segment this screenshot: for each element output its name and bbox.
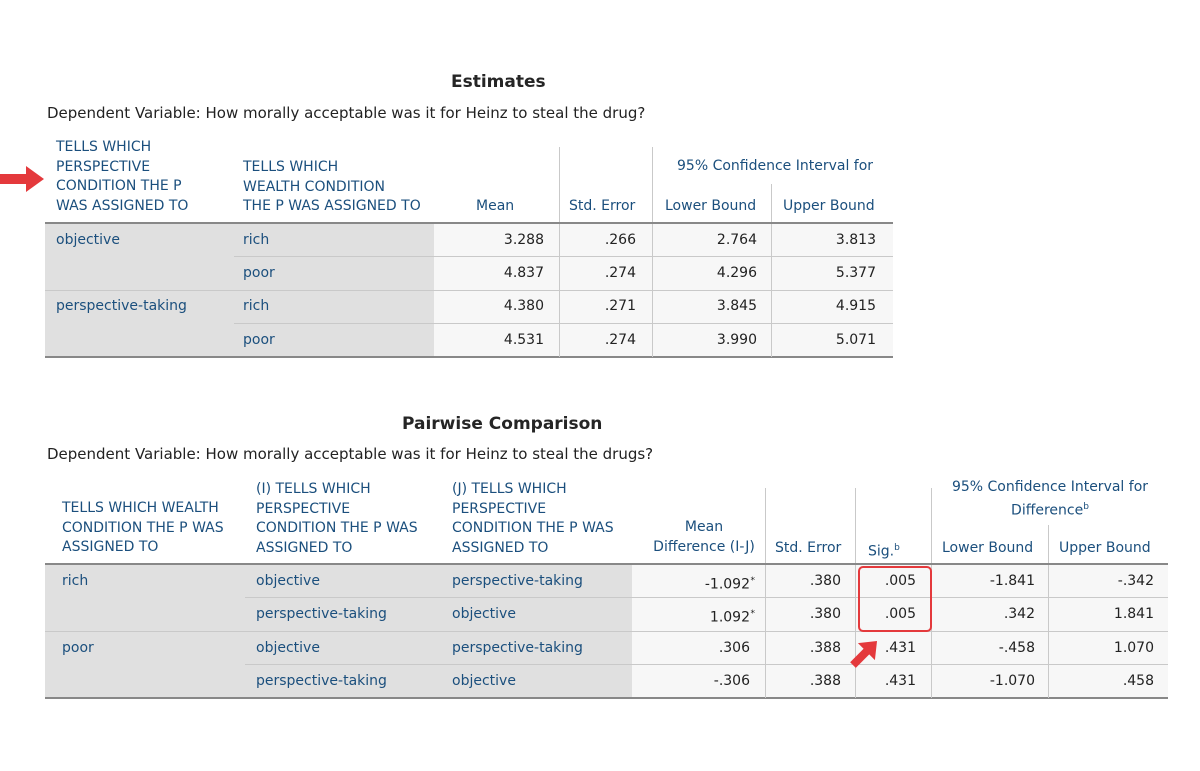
estimates-title: Estimates — [451, 72, 546, 92]
pairwise-cell-std-error: .388 — [809, 640, 841, 656]
column-divider — [652, 224, 653, 357]
estimates-cell-std-error: .266 — [604, 232, 636, 248]
pairwise-header-std-error: Std. Error — [775, 540, 842, 556]
estimates-cell-mean: 4.531 — [503, 332, 544, 348]
pairwise-cell-mean-diff: .306 — [718, 640, 750, 656]
column-divider — [1048, 565, 1049, 698]
pairwise-cell-sig: .431 — [884, 673, 916, 689]
estimates-cell-group: perspective-taking — [56, 298, 187, 314]
pairwise-cell-mean-diff: 1.092* — [709, 609, 755, 626]
pairwise-cell-i: perspective-taking — [256, 606, 387, 622]
column-divider — [1048, 525, 1049, 564]
pairwise-cell-upper: .458 — [1122, 673, 1154, 689]
pairwise-cell-i: perspective-taking — [256, 673, 387, 689]
row-divider — [45, 290, 893, 291]
row-divider — [245, 597, 1168, 598]
pairwise-header-wealth: TELLS WHICH WEALTH CONDITION THE P WAS A… — [62, 500, 224, 555]
column-divider — [931, 565, 932, 698]
estimates-cell-upper: 5.377 — [835, 265, 876, 281]
pairwise-cell-std-error: .388 — [809, 673, 841, 689]
estimates-cell-lower: 4.296 — [716, 265, 757, 281]
estimates-cell-lower: 3.990 — [716, 332, 757, 348]
estimates-header-std-error: Std. Error — [569, 198, 636, 214]
pairwise-cell-mean-diff: -1.092* — [704, 576, 755, 593]
row-divider — [45, 631, 1168, 632]
arrow-up-right-icon — [850, 640, 878, 668]
estimates-cell-mean: 3.288 — [503, 232, 544, 248]
pairwise-cell-i: objective — [256, 640, 320, 656]
estimates-cell-wealth: rich — [243, 298, 270, 314]
row-divider — [234, 256, 893, 257]
estimates-cell-upper: 5.071 — [835, 332, 876, 348]
estimates-header-wealth: TELLS WHICH WEALTH CONDITION THE P WAS A… — [243, 159, 421, 214]
pairwise-cell-upper: -.342 — [1117, 573, 1154, 589]
estimates-header-perspective: TELLS WHICH PERSPECTIVE CONDITION THE P … — [56, 139, 189, 214]
header-rule — [45, 563, 1168, 565]
pairwise-cell-mean-diff: -.306 — [713, 673, 750, 689]
header-rule — [45, 222, 893, 224]
pairwise-cell-wealth: poor — [62, 640, 94, 656]
pairwise-header-i: (I) TELLS WHICH PERSPECTIVE CONDITION TH… — [256, 481, 418, 556]
estimates-dependent-variable: Dependent Variable: How morally acceptab… — [47, 104, 646, 122]
pairwise-header-lower: Lower Bound — [942, 540, 1034, 556]
column-divider — [771, 224, 772, 357]
estimates-cell-std-error: .274 — [604, 332, 636, 348]
estimates-header-ci-group: 95% Confidence Interval for — [677, 158, 874, 174]
pairwise-cell-j: perspective-taking — [452, 573, 583, 589]
pairwise-cell-i: objective — [256, 573, 320, 589]
pairwise-cell-sig: .005 — [884, 606, 916, 622]
pairwise-cell-j: perspective-taking — [452, 640, 583, 656]
pairwise-header-ci-group: 95% Confidence Interval for Differenceb — [951, 479, 1149, 519]
pairwise-cell-lower: -1.070 — [989, 673, 1035, 689]
estimates-header-upper: Upper Bound — [783, 198, 875, 214]
pairwise-header-sig: Sig.b — [868, 543, 900, 560]
estimates-cell-mean: 4.837 — [503, 265, 544, 281]
estimates-cell-std-error: .274 — [604, 265, 636, 281]
estimates-cell-group: objective — [56, 232, 120, 248]
table-bottom-rule — [45, 356, 893, 358]
pairwise-title: Pairwise Comparison — [402, 414, 603, 434]
arrow-right-icon — [0, 166, 44, 192]
estimates-cell-lower: 3.845 — [716, 298, 757, 314]
estimates-cell-wealth: poor — [243, 265, 275, 281]
pairwise-cell-sig: .431 — [884, 640, 916, 656]
column-divider — [559, 224, 560, 357]
column-divider — [771, 184, 772, 223]
column-divider — [559, 147, 560, 223]
table-bottom-rule — [45, 697, 1168, 699]
estimates-cell-std-error: .271 — [604, 298, 636, 314]
pairwise-cell-upper: 1.841 — [1113, 606, 1154, 622]
estimates-cell-upper: 4.915 — [835, 298, 876, 314]
column-divider — [931, 488, 932, 564]
pairwise-cell-std-error: .380 — [809, 573, 841, 589]
pairwise-dependent-variable: Dependent Variable: How morally acceptab… — [47, 445, 654, 463]
pairwise-cell-lower: .342 — [1003, 606, 1035, 622]
estimates-cell-wealth: rich — [243, 232, 270, 248]
estimates-cell-upper: 3.813 — [835, 232, 876, 248]
row-divider — [245, 664, 1168, 665]
estimates-header-mean: Mean — [476, 198, 515, 214]
pairwise-cell-j: objective — [452, 673, 516, 689]
pairwise-cell-sig: .005 — [884, 573, 916, 589]
estimates-cell-wealth: poor — [243, 332, 275, 348]
estimates-cell-mean: 4.380 — [503, 298, 544, 314]
sig-highlight-box — [858, 566, 932, 632]
pairwise-header-upper: Upper Bound — [1059, 540, 1151, 556]
column-divider — [855, 565, 856, 698]
column-divider — [855, 488, 856, 564]
pairwise-cell-upper: 1.070 — [1113, 640, 1154, 656]
pairwise-header-mean-diff: Mean Difference (I-J) — [653, 519, 755, 555]
pairwise-cell-wealth: rich — [62, 573, 89, 589]
column-divider — [765, 565, 766, 698]
column-divider — [765, 488, 766, 564]
pairwise-cell-lower: -1.841 — [989, 573, 1035, 589]
estimates-cell-lower: 2.764 — [716, 232, 757, 248]
pairwise-cell-lower: -.458 — [998, 640, 1035, 656]
pairwise-header-j: (J) TELLS WHICH PERSPECTIVE CONDITION TH… — [452, 481, 614, 556]
pairwise-cell-std-error: .380 — [809, 606, 841, 622]
row-divider — [234, 323, 893, 324]
column-divider — [652, 147, 653, 223]
pairwise-cell-j: objective — [452, 606, 516, 622]
estimates-header-lower: Lower Bound — [665, 198, 757, 214]
